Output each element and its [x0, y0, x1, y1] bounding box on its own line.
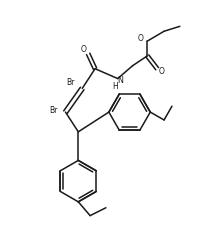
- Text: O: O: [80, 45, 86, 55]
- Text: Br: Br: [66, 78, 74, 87]
- Text: O: O: [137, 34, 143, 43]
- Text: H: H: [112, 82, 118, 91]
- Text: Br: Br: [49, 106, 58, 115]
- Text: O: O: [158, 67, 164, 76]
- Text: N: N: [117, 76, 123, 85]
